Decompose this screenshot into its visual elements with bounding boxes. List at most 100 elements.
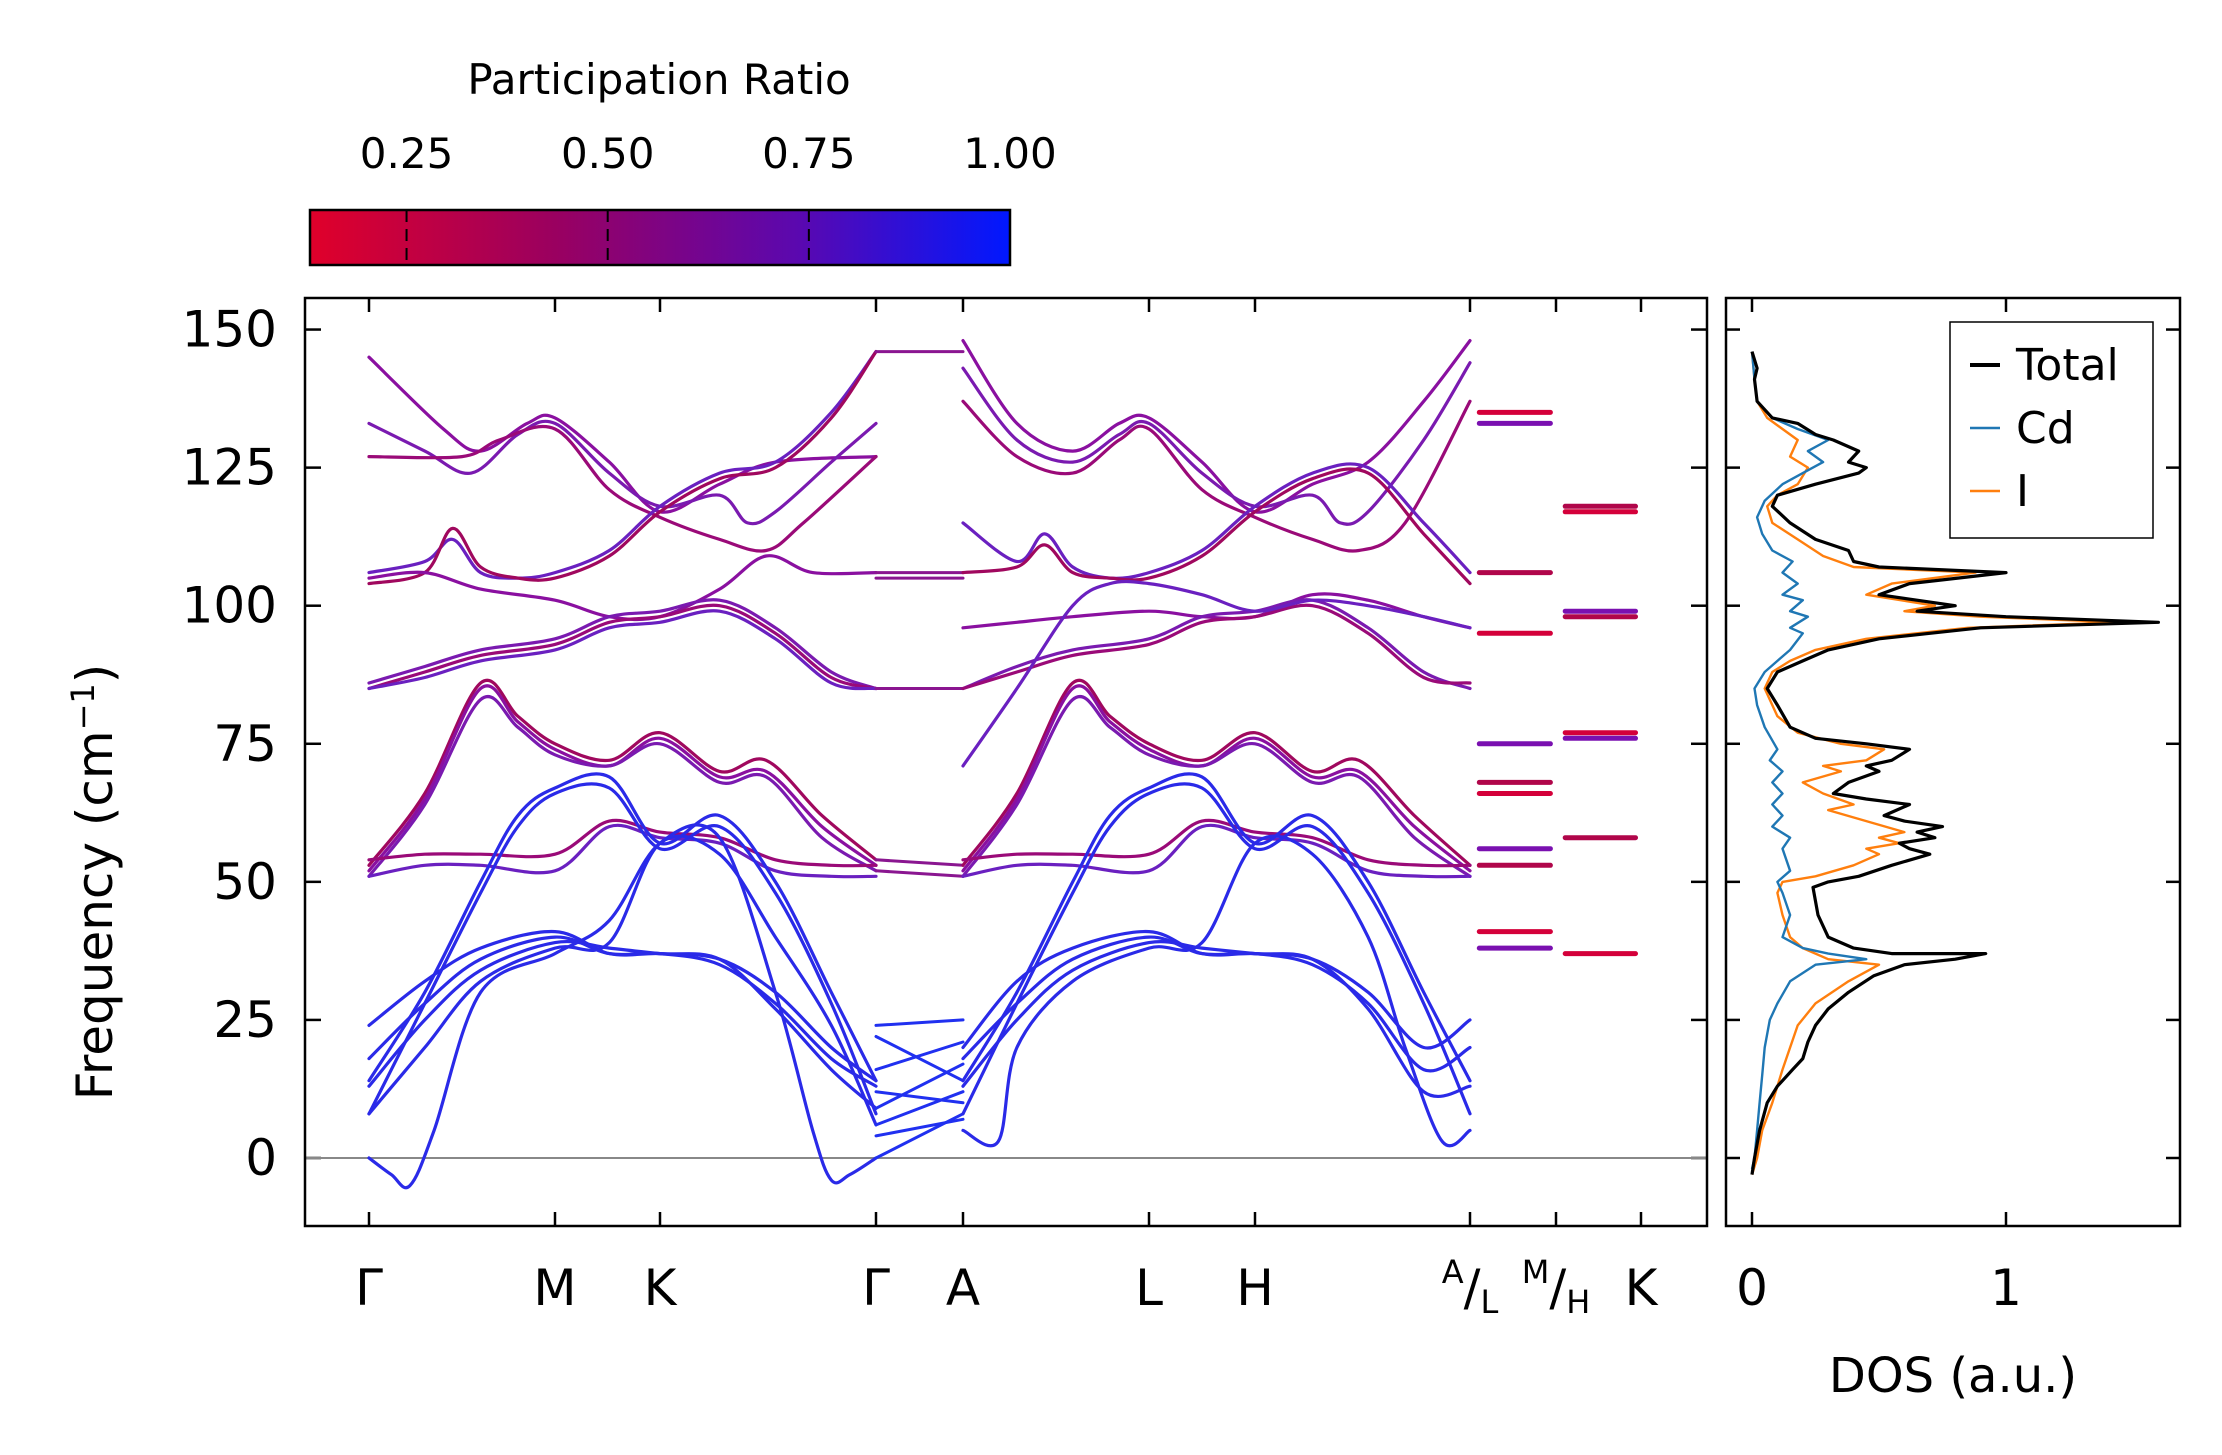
dos-ticks: [1726, 298, 2180, 1226]
phonon-band: [367, 818, 878, 868]
k-point-label: A/L: [1442, 1253, 1499, 1321]
y-tick-label: 75: [213, 715, 277, 773]
phonon-band: [367, 554, 878, 622]
k-point-label: K: [1625, 1259, 1659, 1317]
phonon-band: [367, 424, 878, 553]
k-label-sub: L: [1480, 1283, 1498, 1321]
y-tick-label: 125: [182, 439, 277, 497]
band-segment: [367, 350, 878, 1190]
k-point-label: K: [644, 1259, 678, 1317]
dos-x-tick-label: 1: [1990, 1259, 2022, 1317]
k-point-label: Γ: [862, 1259, 890, 1317]
colorbar: Participation Ratio 0.25 0.50 0.75 1.00: [308, 55, 1057, 267]
dos-x-tick-label: 0: [1736, 1259, 1768, 1317]
phonon-band: [367, 598, 878, 691]
phonon-band: [367, 603, 878, 691]
colorbar-tick-label: 0.50: [561, 129, 655, 178]
legend-frame: [1949, 321, 2154, 539]
phonon-band: [961, 399, 1472, 553]
k-label-sub: H: [1566, 1283, 1590, 1321]
k-point-label: A: [946, 1259, 980, 1317]
phonon-band: [874, 1112, 965, 1160]
phonon-band: [367, 823, 878, 879]
phonon-band: [367, 419, 878, 526]
phonon-band: [961, 684, 1472, 873]
k-point-label: H: [1236, 1259, 1274, 1317]
dos-curve-total: [1750, 351, 2160, 1175]
phonon-band: [961, 782, 1472, 1116]
y-axis-label-main: Frequency (cm: [66, 730, 124, 1100]
phonon-band: [961, 603, 1472, 691]
phonon-band: [367, 834, 878, 1127]
phonon-band: [961, 818, 1472, 868]
band-segment: [961, 339, 1472, 1148]
k-point-label: L: [1135, 1259, 1163, 1317]
phonon-band: [961, 823, 1472, 879]
dos-frame: [1724, 296, 2182, 1228]
phonon-band: [961, 678, 1472, 867]
phonon-band: [961, 772, 1472, 1083]
dispersion-frame: [303, 296, 1709, 1228]
y-axis-label-tail: ): [66, 664, 124, 684]
y-tick-label: 0: [245, 1129, 277, 1187]
phonon-band: [961, 598, 1472, 691]
colorbar-tick-label: 0.25: [360, 129, 454, 178]
phonon-band: [874, 1062, 965, 1110]
dos-curves: [1750, 351, 2160, 1175]
k-label-slash: /: [1464, 1259, 1481, 1317]
k-label-slash: /: [1549, 1259, 1566, 1317]
band-segment: [874, 350, 965, 1160]
phonon-band: [367, 350, 878, 586]
phonon-band: [874, 1040, 965, 1072]
y-axis-label-sup: −1: [64, 683, 102, 730]
phonon-band: [367, 823, 878, 1190]
phonon-band: [367, 684, 878, 873]
phonon-band: [961, 361, 1472, 526]
phonon-band: [874, 858, 965, 867]
legend-label: Total: [2015, 340, 2119, 391]
phonon-band: [961, 579, 1472, 768]
k-label-pre: M: [1522, 1253, 1550, 1291]
dos-curve-i: [1750, 351, 2122, 1175]
y-tick-label: 50: [213, 853, 277, 911]
k-point-label: Γ: [355, 1259, 383, 1317]
y-tick-label: 100: [182, 577, 277, 635]
phonon-band: [367, 350, 878, 580]
phonon-band: [874, 1035, 965, 1083]
y-axis-label: Frequency (cm−1): [64, 664, 124, 1101]
colorbar-tick-label: 1.00: [963, 129, 1057, 178]
phonon-band: [961, 940, 1472, 1099]
k-point-label: M/H: [1522, 1253, 1591, 1321]
phonon-band: [874, 1018, 965, 1027]
legend-label: Cd: [2016, 403, 2075, 454]
phonon-bands: [367, 339, 1638, 1190]
phonon-band: [874, 1090, 965, 1127]
phonon-band: [367, 935, 878, 1088]
phonon-band: [961, 834, 1472, 1148]
phonon-band: [367, 695, 878, 878]
phonon-band: [961, 467, 1472, 586]
dos-legend: Total Cd I: [1949, 321, 2154, 539]
phonon-band: [367, 940, 878, 1110]
phonon-band: [367, 678, 878, 867]
band-segment: [1476, 409, 1638, 957]
phonon-band: [367, 782, 878, 1116]
dispersion-ticks: [305, 298, 1707, 1226]
phonon-band: [874, 869, 965, 878]
phonon-band: [961, 462, 1472, 580]
phonon-band: [961, 695, 1472, 878]
phonon-band: [961, 339, 1472, 514]
k-point-label: M: [533, 1259, 576, 1317]
colorbar-gradient: [308, 208, 1012, 267]
phonon-band: [367, 772, 878, 1083]
dos-curve-cd: [1750, 351, 1868, 1170]
phonon-band: [367, 609, 878, 691]
k-label-pre: A: [1442, 1253, 1464, 1291]
phonon-band: [874, 1090, 965, 1105]
phonon-band: [961, 935, 1472, 1073]
